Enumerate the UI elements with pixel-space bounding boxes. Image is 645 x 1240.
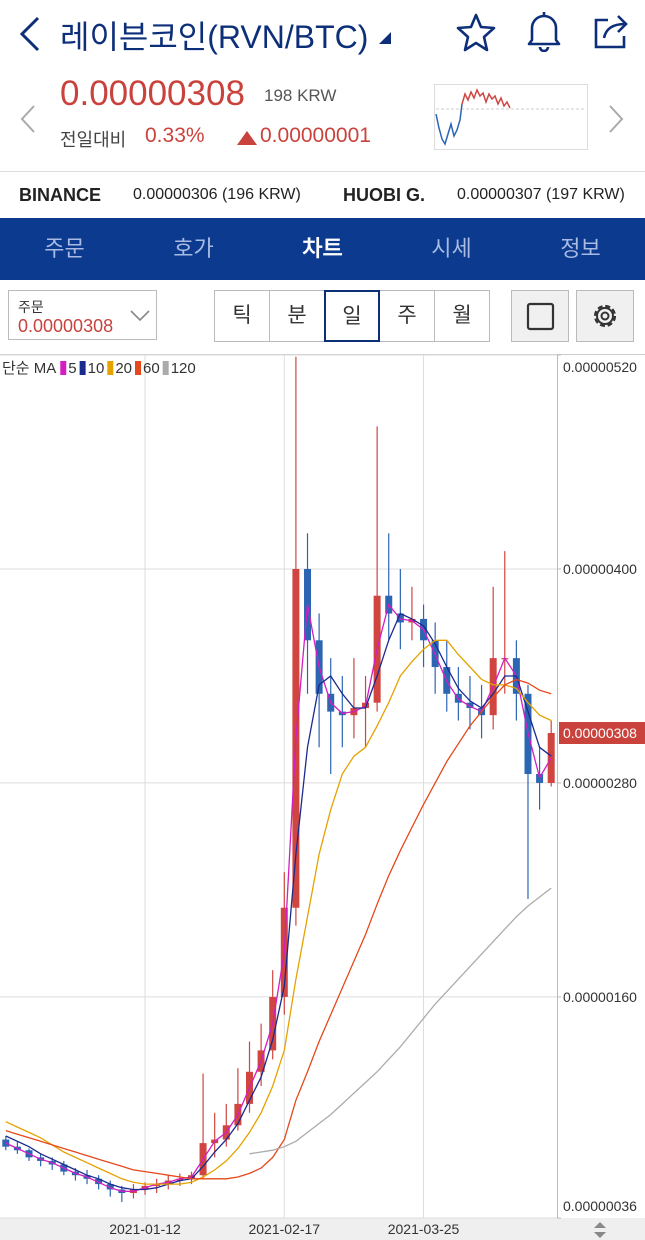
sparkline (434, 84, 588, 150)
candle-body (176, 1178, 184, 1181)
y-tick-label: 0.00000160 (563, 989, 637, 1005)
period-button[interactable]: 틱 (214, 290, 270, 342)
legend-label: 5 (68, 360, 76, 377)
exchange-price: 0.00000307 (197 KRW) (457, 186, 625, 203)
period-button[interactable]: 일 (324, 290, 380, 342)
candle-body (466, 702, 474, 709)
x-axis-strip (0, 1218, 645, 1240)
y-tick-label: 0.00000036 (563, 1198, 637, 1214)
current-price: 0.00000308 (60, 74, 245, 113)
legend-label: 20 (115, 360, 132, 377)
tab[interactable]: 차트 (302, 236, 343, 261)
gear-icon (593, 304, 617, 328)
favorite-icon[interactable] (456, 12, 496, 52)
y-tick-label: 0.00000280 (563, 775, 637, 791)
page-title[interactable]: 레이븐코인(RVN/BTC) (60, 19, 369, 55)
divider (0, 171, 645, 172)
change-amount: 0.00000001 (260, 124, 371, 147)
change-percent: 0.33% (145, 124, 205, 147)
square-icon (526, 302, 555, 331)
ma-line (5, 612, 552, 1191)
ma-line (5, 678, 552, 1180)
legend-label: 120 (171, 360, 196, 377)
ma-line (249, 887, 552, 1155)
legend-label: 60 (143, 360, 160, 377)
tab[interactable]: 정보 (560, 236, 601, 261)
tab[interactable]: 주문 (44, 236, 85, 261)
candle-body (106, 1184, 114, 1190)
legend-swatch (107, 361, 114, 375)
exchange-name: HUOBI G. (343, 185, 426, 205)
last-price-label: 0.00000308 (563, 725, 637, 741)
order-value: 0.00000308 (18, 316, 114, 336)
exchange-name: BINANCE (19, 185, 102, 205)
change-label: 전일대비 (60, 130, 127, 150)
period-button[interactable]: 월 (434, 290, 490, 342)
candle-body (153, 1184, 161, 1186)
y-tick-label: 0.00000400 (563, 561, 637, 577)
ma-line (5, 639, 552, 1185)
legend-swatch (162, 361, 169, 375)
back-button[interactable] (14, 14, 44, 54)
last-price-box (559, 722, 645, 745)
x-tick-label: 2021-03-25 (388, 1221, 460, 1237)
legend-title: 단순 MA (2, 360, 56, 377)
chart-toggle-button[interactable] (511, 290, 569, 342)
order-label: 주문 (18, 299, 44, 315)
next-arrow[interactable] (606, 104, 626, 134)
tab[interactable]: 시세 (431, 236, 472, 261)
scroll-icon[interactable] (594, 1222, 606, 1238)
up-triangle (237, 131, 257, 145)
x-tick-label: 2021-01-12 (109, 1221, 181, 1237)
tab-bar: 주문 호가 차트 시세 정보 (0, 218, 645, 280)
candlestick-chart: 0.00000520 0.00000400 0.00000280 0.00000160… (0, 354, 645, 1240)
dropdown-arrow[interactable] (377, 30, 393, 46)
alarm-icon[interactable] (524, 10, 564, 52)
legend-swatch (79, 361, 86, 375)
candle-body (547, 733, 555, 783)
select-arrow (130, 310, 150, 322)
legend-swatch (60, 361, 67, 375)
x-tick-label: 2021-02-17 (248, 1221, 320, 1237)
exchange-price: 0.00000306 (196 KRW) (133, 186, 301, 203)
period-button[interactable]: 주 (379, 290, 435, 342)
settings-button[interactable] (576, 290, 634, 342)
ma-line (5, 603, 552, 1192)
y-tick-label: 0.00000520 (563, 359, 637, 375)
legend-label: 10 (88, 360, 105, 377)
tab[interactable]: 호가 (173, 236, 214, 261)
period-button[interactable]: 분 (269, 290, 325, 342)
candle-body (95, 1178, 103, 1185)
price-krw: 198 KRW (264, 86, 337, 105)
prev-arrow[interactable] (18, 104, 38, 134)
share-icon[interactable] (592, 12, 632, 52)
legend-swatch (135, 361, 141, 375)
order-select[interactable]: 주문 0.00000308 (8, 290, 157, 340)
